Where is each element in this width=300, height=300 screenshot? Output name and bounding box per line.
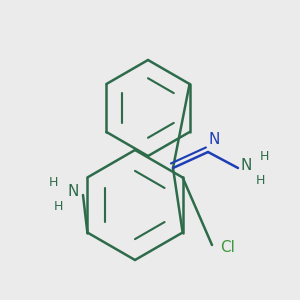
Text: N: N (240, 158, 252, 173)
Text: N: N (208, 133, 220, 148)
Text: H: H (259, 149, 269, 163)
Text: H: H (48, 176, 58, 188)
Text: N: N (67, 184, 79, 200)
Text: Cl: Cl (220, 239, 236, 254)
Text: H: H (255, 173, 265, 187)
Text: H: H (53, 200, 63, 214)
